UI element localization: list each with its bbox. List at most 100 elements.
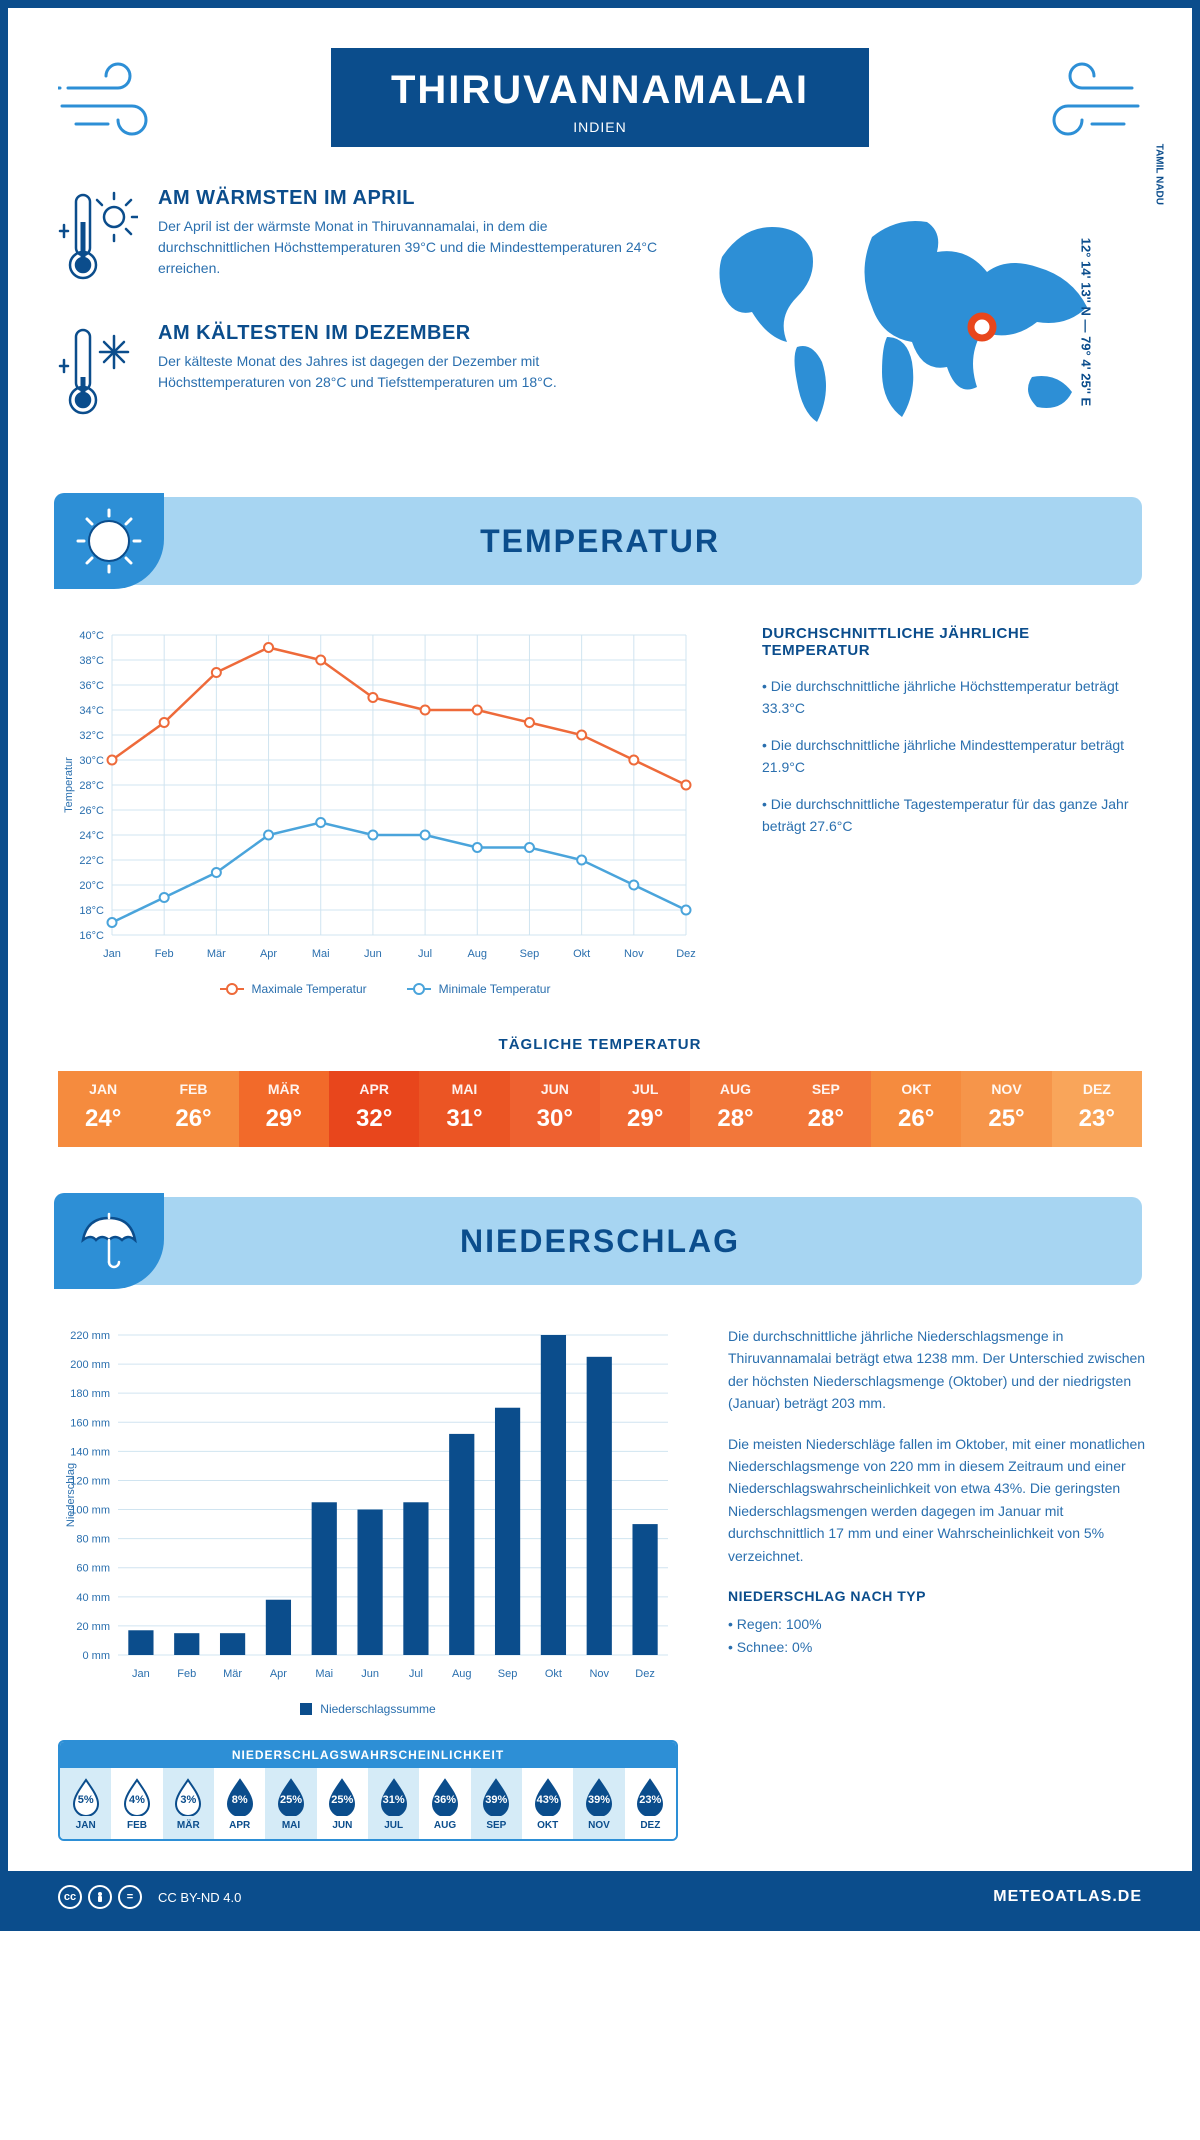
temp-chart-legend: Maximale Temperatur Minimale Temperatur xyxy=(58,982,712,996)
probability-cell: 36% AUG xyxy=(419,1768,470,1839)
probability-cell: 25% JUN xyxy=(317,1768,368,1839)
probability-grid: 5% JAN 4% FEB 3% MÄR 8% xyxy=(60,1768,676,1839)
warmest-heading: AM WÄRMSTEN IM APRIL xyxy=(158,187,662,210)
svg-text:Dez: Dez xyxy=(676,948,696,960)
thermometer-cold-icon xyxy=(58,322,138,427)
svg-text:Aug: Aug xyxy=(452,1668,472,1680)
precipitation-probability-box: NIEDERSCHLAGSWAHRSCHEINLICHKEIT 5% JAN 4… xyxy=(58,1740,678,1841)
probability-cell: 43% OKT xyxy=(522,1768,573,1839)
svg-text:Dez: Dez xyxy=(635,1668,655,1680)
precip-paragraph-2: Die meisten Niederschläge fallen im Okto… xyxy=(728,1433,1148,1567)
heat-cell: OKT26° xyxy=(871,1071,961,1147)
svg-text:Jan: Jan xyxy=(132,1668,150,1680)
temperature-section-bar: TEMPERATUR xyxy=(58,497,1142,585)
coordinates-label: 12° 14' 13'' N — 79° 4' 25'' E xyxy=(1078,238,1093,406)
heat-cell: AUG28° xyxy=(690,1071,780,1147)
precip-paragraph-1: Die durchschnittliche jährliche Niedersc… xyxy=(728,1325,1148,1415)
license-badges: cc = CC BY-ND 4.0 xyxy=(58,1885,241,1909)
svg-text:Apr: Apr xyxy=(270,1668,287,1680)
svg-text:Nov: Nov xyxy=(624,948,644,960)
precip-snow: • Schnee: 0% xyxy=(728,1636,1148,1658)
svg-text:20 mm: 20 mm xyxy=(76,1621,110,1633)
city-title: THIRUVANNAMALAI xyxy=(391,68,809,113)
intro-section: AM WÄRMSTEN IM APRIL Der April ist der w… xyxy=(58,187,1142,457)
svg-text:Temperatur: Temperatur xyxy=(63,757,75,813)
svg-text:0 mm: 0 mm xyxy=(83,1650,111,1662)
svg-text:28°C: 28°C xyxy=(79,780,104,792)
svg-text:22°C: 22°C xyxy=(79,855,104,867)
svg-text:Mai: Mai xyxy=(315,1668,333,1680)
svg-text:Nov: Nov xyxy=(589,1668,609,1680)
svg-text:20°C: 20°C xyxy=(79,880,104,892)
intro-facts: AM WÄRMSTEN IM APRIL Der April ist der w… xyxy=(58,187,662,457)
temperature-line-chart: 16°C18°C20°C22°C24°C26°C28°C30°C32°C34°C… xyxy=(58,625,712,996)
heat-cell: FEB26° xyxy=(148,1071,238,1147)
svg-text:180 mm: 180 mm xyxy=(70,1388,110,1400)
cc-icon: cc xyxy=(58,1885,82,1909)
thermometer-hot-icon xyxy=(58,187,138,292)
heat-cell: MAI31° xyxy=(419,1071,509,1147)
svg-text:160 mm: 160 mm xyxy=(70,1417,110,1429)
svg-text:Mai: Mai xyxy=(312,948,330,960)
probability-cell: 8% APR xyxy=(214,1768,265,1839)
temp-fact-2: • Die durchschnittliche jährliche Mindes… xyxy=(762,734,1142,779)
svg-text:Sep: Sep xyxy=(498,1668,518,1680)
svg-text:Okt: Okt xyxy=(573,948,590,960)
world-map-icon xyxy=(702,187,1112,447)
svg-text:Sep: Sep xyxy=(520,948,540,960)
by-icon xyxy=(88,1885,112,1909)
probability-cell: 39% NOV xyxy=(573,1768,624,1839)
temperature-facts: DURCHSCHNITTLICHE JÄHRLICHE TEMPERATUR •… xyxy=(762,625,1142,996)
svg-text:60 mm: 60 mm xyxy=(76,1563,110,1575)
heat-cell: JAN24° xyxy=(58,1071,148,1147)
country-subtitle: INDIEN xyxy=(391,119,809,135)
svg-text:Feb: Feb xyxy=(155,948,174,960)
probability-cell: 39% SEP xyxy=(471,1768,522,1839)
region-label: TAMIL NADU xyxy=(1153,144,1164,205)
svg-text:32°C: 32°C xyxy=(79,730,104,742)
coldest-text: AM KÄLTESTEN IM DEZEMBER Der kälteste Mo… xyxy=(158,322,662,427)
precip-rain: • Regen: 100% xyxy=(728,1613,1148,1635)
umbrella-icon xyxy=(54,1193,164,1289)
heat-cell: NOV25° xyxy=(961,1071,1051,1147)
svg-text:40 mm: 40 mm xyxy=(76,1592,110,1604)
svg-text:Apr: Apr xyxy=(260,948,277,960)
svg-text:Mär: Mär xyxy=(207,948,226,960)
sun-icon xyxy=(54,493,164,589)
svg-text:34°C: 34°C xyxy=(79,705,104,717)
header: THIRUVANNAMALAI INDIEN xyxy=(58,48,1142,147)
daily-temp-heatmap: JAN24°FEB26°MÄR29°APR32°MAI31°JUN30°JUL2… xyxy=(58,1071,1142,1147)
coldest-heading: AM KÄLTESTEN IM DEZEMBER xyxy=(158,322,662,345)
warmest-fact: AM WÄRMSTEN IM APRIL Der April ist der w… xyxy=(58,187,662,292)
svg-text:Niederschlag: Niederschlag xyxy=(65,1463,77,1527)
nd-icon: = xyxy=(118,1885,142,1909)
wind-icon-left xyxy=(58,58,168,153)
probability-cell: 25% MAI xyxy=(265,1768,316,1839)
precip-chart-legend: Niederschlagssumme xyxy=(58,1702,678,1716)
svg-text:Jun: Jun xyxy=(361,1668,379,1680)
svg-text:18°C: 18°C xyxy=(79,905,104,917)
svg-text:Jun: Jun xyxy=(364,948,382,960)
temp-fact-3: • Die durchschnittliche Tagestemperatur … xyxy=(762,793,1142,838)
svg-text:140 mm: 140 mm xyxy=(70,1446,110,1458)
daily-temp-title: TÄGLICHE TEMPERATUR xyxy=(58,1036,1142,1053)
svg-text:36°C: 36°C xyxy=(79,680,104,692)
svg-text:24°C: 24°C xyxy=(79,830,104,842)
coldest-fact: AM KÄLTESTEN IM DEZEMBER Der kälteste Mo… xyxy=(58,322,662,427)
svg-text:Okt: Okt xyxy=(545,1668,562,1680)
title-banner: THIRUVANNAMALAI INDIEN xyxy=(331,48,869,147)
warmest-body: Der April ist der wärmste Monat in Thiru… xyxy=(158,216,662,279)
warmest-text: AM WÄRMSTEN IM APRIL Der April ist der w… xyxy=(158,187,662,292)
heat-cell: SEP28° xyxy=(781,1071,871,1147)
svg-text:30°C: 30°C xyxy=(79,755,104,767)
footer: cc = CC BY-ND 4.0 METEOATLAS.DE xyxy=(8,1871,1192,1923)
probability-cell: 3% MÄR xyxy=(163,1768,214,1839)
precipitation-heading: NIEDERSCHLAG xyxy=(58,1223,1142,1260)
heat-cell: JUL29° xyxy=(600,1071,690,1147)
svg-text:200 mm: 200 mm xyxy=(70,1359,110,1371)
precipitation-text: Die durchschnittliche jährliche Niedersc… xyxy=(728,1325,1148,1658)
svg-text:Jan: Jan xyxy=(103,948,121,960)
svg-text:Jul: Jul xyxy=(409,1668,423,1680)
wind-icon-right xyxy=(1032,58,1142,153)
temperature-heading: TEMPERATUR xyxy=(58,523,1142,560)
